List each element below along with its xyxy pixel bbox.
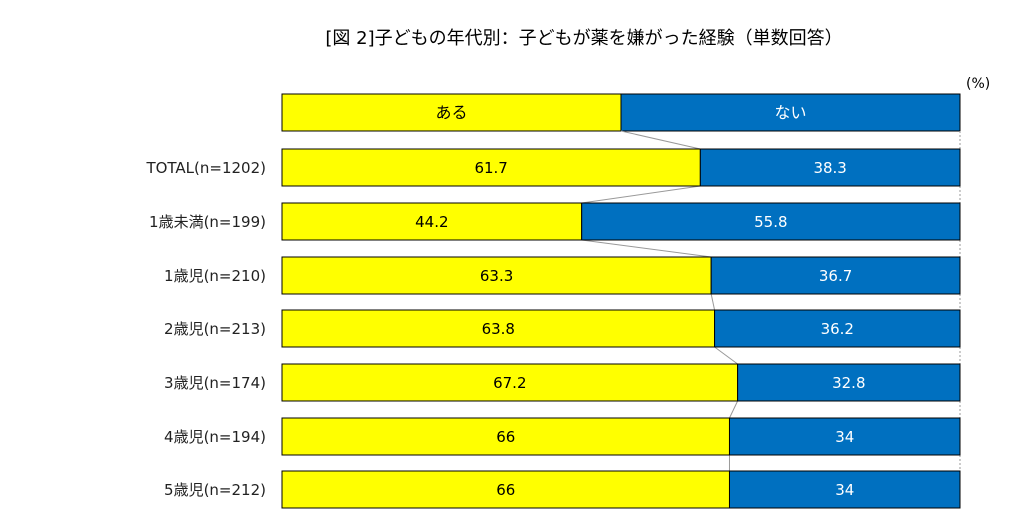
chart-title: [図 2]子どもの年代別：子どもが薬を嫌がった経験（単数回答） [325,28,843,49]
bar-nai [581,202,961,241]
header-bar-nai [620,93,961,132]
data-label-nai: 34 [835,481,854,499]
data-label-aru: 66 [496,481,515,499]
data-label-aru: 61.7 [474,159,507,177]
connector-line [710,293,716,311]
connector-line [581,185,701,204]
bar-aru [281,256,712,295]
data-label-nai: 32.8 [832,374,865,392]
bar-aru [281,148,701,187]
bar-aru [281,309,716,348]
data-label-nai: 38.3 [813,159,846,177]
connector-line [581,239,712,258]
data-label-aru: 63.8 [482,320,515,338]
data-label-aru: 67.2 [493,374,526,392]
bar-nai [728,417,961,456]
category-label: 1歳未満(n=199) [149,213,266,231]
unit-label: (%) [966,76,991,92]
bar-aru [281,363,739,402]
data-label-aru: 66 [496,428,515,446]
bar-aru [281,417,730,456]
data-label-nai: 34 [835,428,854,446]
bar-nai [714,309,961,348]
bar-nai [728,470,961,509]
header-bar-aru [281,93,622,132]
connector-line [620,130,701,150]
bar-nai [737,363,961,402]
category-label: 1歳児(n=210) [164,267,266,285]
header-label-nai: ない [774,103,806,122]
header-label-aru: ある [435,103,467,122]
category-label: 4歳児(n=194) [164,428,266,446]
data-label-nai: 55.8 [754,213,787,231]
data-label-aru: 63.3 [480,267,513,285]
data-label-nai: 36.2 [821,320,854,338]
bar-aru [281,470,730,509]
connector-line [729,400,739,419]
bar-aru [281,202,583,241]
data-label-nai: 36.7 [819,267,852,285]
category-label: 3歳児(n=174) [164,374,266,392]
category-label: 2歳児(n=213) [164,320,266,338]
data-label-aru: 44.2 [415,213,448,231]
category-label: TOTAL(n=1202) [145,159,266,177]
bar-nai [699,148,961,187]
category-label: 5歳児(n=212) [164,481,266,499]
connector-line [714,346,738,365]
bar-nai [710,256,961,295]
